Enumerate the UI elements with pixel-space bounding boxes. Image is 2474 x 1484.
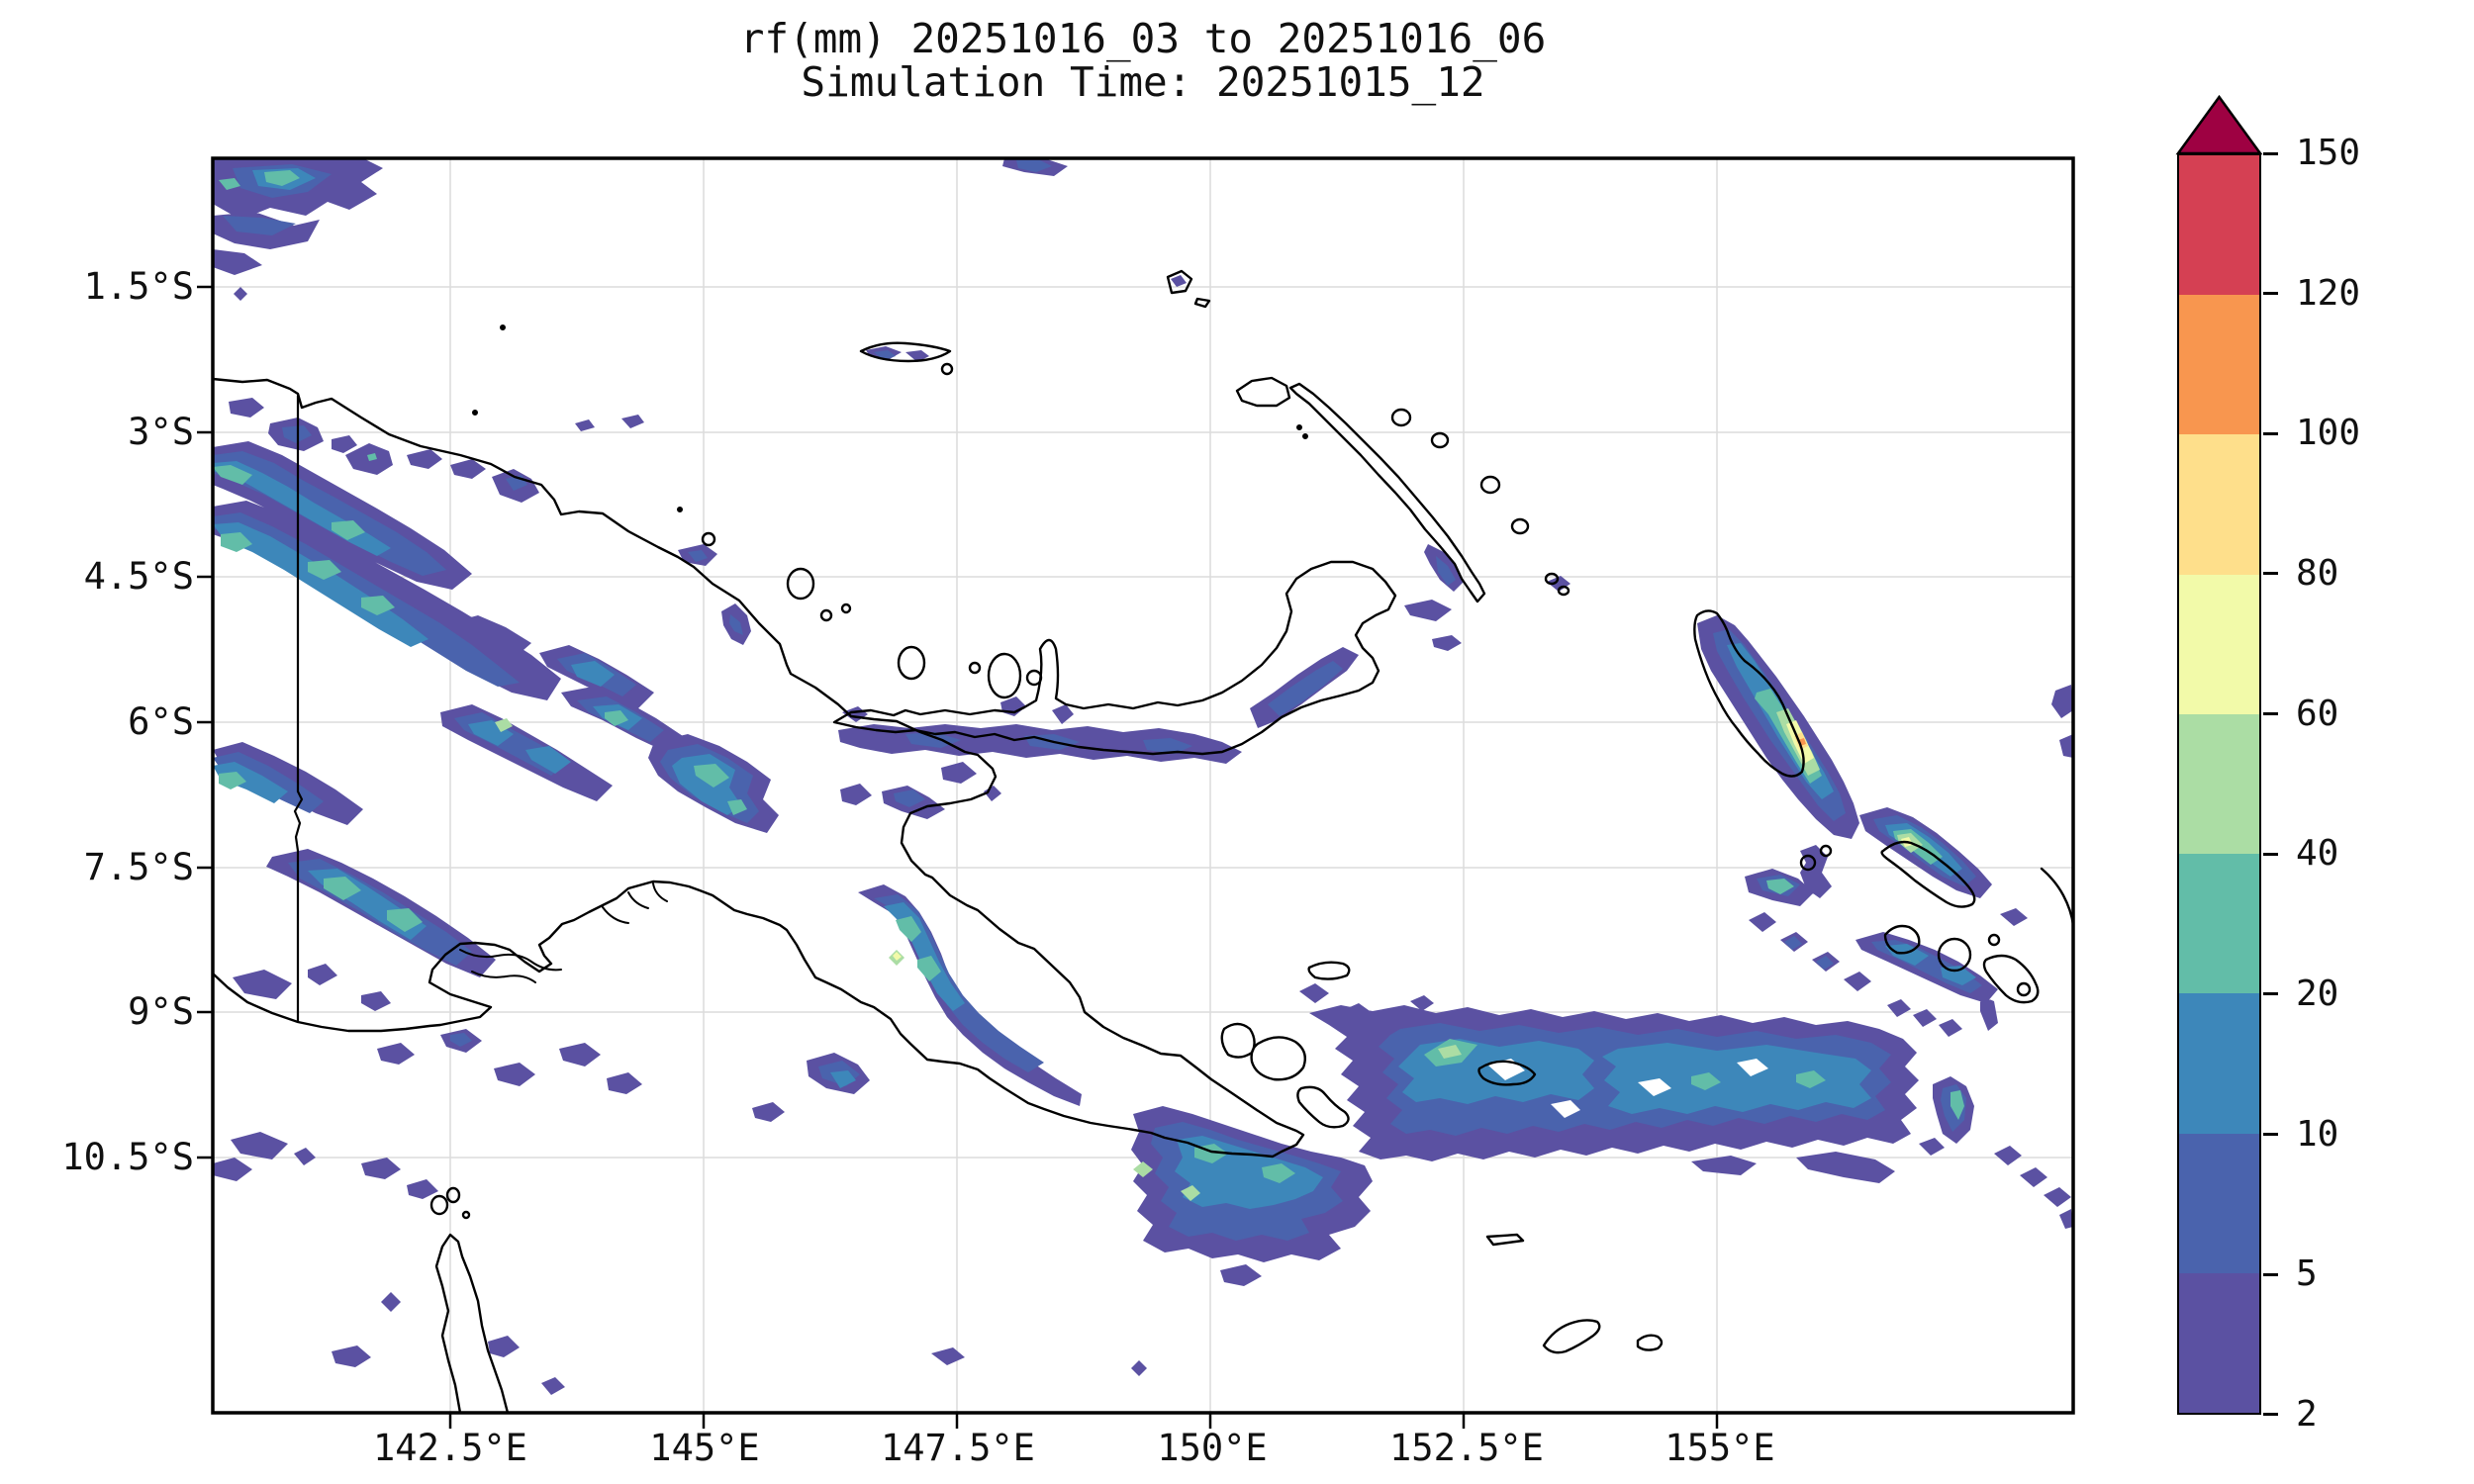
colorbar-label: 20 [2296,974,2339,1014]
coastline-new-britain [832,560,1397,756]
colorbar-label: 2 [2296,1394,2318,1435]
coastline-cape-york [429,1186,510,1415]
colorbar-segment [2179,434,2259,575]
colorbar-label: 5 [2296,1253,2318,1294]
colorbar-tick [2263,1273,2278,1276]
colorbar-label: 60 [2296,694,2339,734]
colorbar-segment [2179,1272,2259,1413]
coastline-mussau [1166,269,1211,309]
colorbar-tick [2263,853,2278,856]
coastline-new-ireland [1288,382,1486,603]
x-tick-label: 142.5°E [373,1427,527,1469]
plot-subtitle: Simulation Time: 20251015_12 [801,58,1485,106]
plot-title: rf(mm) 20251016_03 to 20251016_06 [739,15,1547,62]
coastline-louisiade [1485,1233,1664,1354]
y-tick-label: 9°S [128,990,194,1033]
colorbar-segment [2179,574,2259,714]
colorbar-segment [2179,713,2259,855]
colorbar-label: 120 [2296,273,2361,314]
coastline-new-hanover [1235,376,1291,408]
colorbar-tick [2263,1413,2278,1416]
x-tick-label: 147.5°E [881,1427,1035,1469]
colorbar-segment [2179,854,2259,994]
x-tick-label: 155°E [1665,1427,1775,1469]
map-plot-area [197,156,2075,1429]
coastline-vitiaz-islands [701,531,1043,699]
colorbar-tick [2263,572,2278,575]
y-tick-label: 4.5°S [83,555,194,598]
y-tick-label: 3°S [128,411,194,453]
axes-frame [197,156,2075,1429]
y-tick-label: 7.5°S [83,846,194,888]
coastline-trobriand-woodlark [1307,961,1537,1086]
coastline-fly-estuary [459,882,668,983]
coastline-new-guinea [211,377,1305,1159]
coastline-choiseul [1880,840,1976,908]
colorbar-tick [2263,712,2278,715]
colorbar-segment [2179,155,2259,296]
border-141e [293,394,304,1023]
axis-tick-marks [197,285,1719,1429]
x-tick-label: 145°E [649,1427,760,1469]
colorbar-extend-arrow [2175,94,2263,155]
colorbar-segment [2179,295,2259,435]
x-tick-label: 152.5°E [1389,1427,1544,1469]
colorbar-label: 40 [2296,833,2339,874]
y-tick-label: 1.5°S [83,265,194,308]
coastline-manus [859,341,954,376]
rain-level-10-20 [213,168,1976,1209]
colorbar-tick [2263,432,2278,435]
coastline-new-georgia-group [1883,924,2040,1004]
coastline-dentrecasteaux [1220,1022,1350,1129]
colorbar-label: 10 [2296,1114,2339,1155]
coastline-bougainville [1693,609,1833,872]
coastline-santa-isabel [2040,867,2075,927]
x-tick-label: 150°E [1157,1427,1268,1469]
colorbar-label: 100 [2296,413,2361,453]
rain-hole-white [1487,1059,1768,1118]
colorbar-label: 80 [2296,553,2339,594]
colorbar-tick [2263,992,2278,995]
coastline-tabar-chain [1390,408,1570,597]
colorbar-label: 150 [2296,133,2361,173]
colorbar-tick [2263,152,2278,155]
coastlines [211,269,2075,1415]
colorbar [2177,153,2261,1415]
colorbar-tick [2263,1133,2278,1136]
colorbar-segment [2179,1133,2259,1273]
y-tick-label: 10.5°S [61,1136,194,1178]
colorbar-segment [2179,993,2259,1134]
colorbar-tick [2263,292,2278,295]
y-tick-label: 6°S [128,700,194,743]
